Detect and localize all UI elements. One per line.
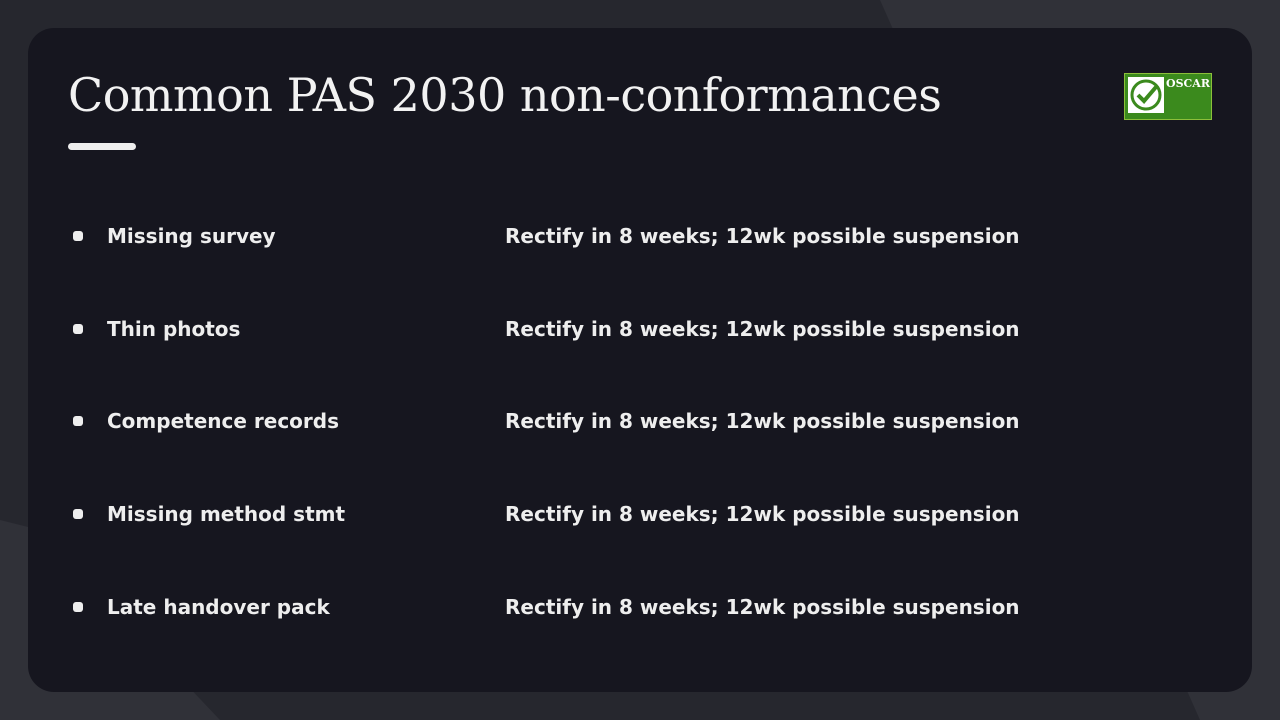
title-underline (68, 143, 136, 150)
action: Rectify in 8 weeks; 12wk possible suspen… (505, 594, 1020, 619)
logo-icon (1128, 77, 1164, 113)
row: Late handover pack Rectify in 8 weeks; 12… (28, 587, 1252, 627)
row: Missing survey Rectify in 8 weeks; 12wk p… (28, 216, 1252, 256)
action: Rectify in 8 weeks; 12wk possible suspen… (505, 224, 1020, 248)
bullet (73, 416, 83, 427)
action: Rectify in 8 weeks; 12wk possible suspen… (505, 316, 1020, 341)
action: Rectify in 8 weeks; 12wk possible suspen… (505, 409, 1020, 434)
bullet (73, 601, 83, 612)
logo-text: OSCAR (1166, 77, 1210, 90)
action: Rectify in 8 weeks; 12wk possible suspen… (505, 502, 1020, 527)
row: Thin photos Rectify in 8 weeks; 12wk poss… (28, 309, 1252, 349)
row: Competence records Rectify in 8 weeks; 12… (28, 401, 1252, 441)
issue: Missing survey (107, 224, 276, 248)
title: Common PAS 2030 non-conformances (68, 68, 942, 122)
bullet (73, 323, 83, 334)
bullet (73, 231, 83, 241)
logo: OSCAR (1124, 73, 1212, 120)
issue: Missing method stmt (107, 502, 346, 527)
row: Missing method stmt Rectify in 8 weeks; 1… (28, 494, 1252, 534)
bullet (73, 509, 83, 520)
slide-card: Common PAS 2030 non-conformances OSCAR M… (28, 28, 1252, 692)
issue: Competence records (107, 409, 339, 434)
issue: Late handover pack (107, 594, 330, 619)
issue: Thin photos (107, 316, 241, 341)
